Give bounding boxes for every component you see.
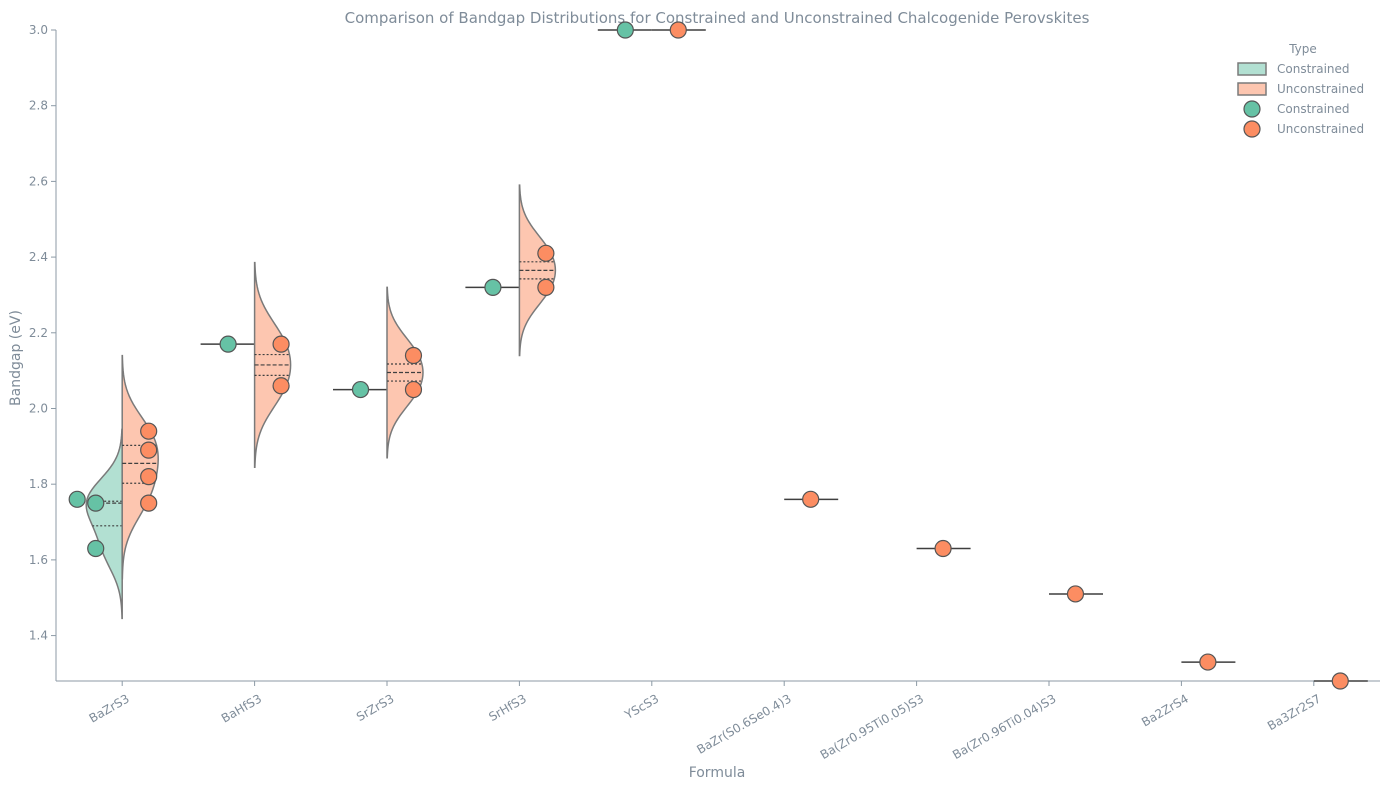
x-tick-label: SrZrS3 xyxy=(354,691,396,724)
data-point xyxy=(802,490,820,508)
x-tick-label: Ba2ZrS4 xyxy=(1139,691,1191,729)
legend-label: Unconstrained xyxy=(1277,82,1364,96)
data-point xyxy=(219,335,237,353)
y-tick-label: 2.6 xyxy=(29,174,48,188)
data-point xyxy=(272,377,290,395)
chart-title: Comparison of Bandgap Distributions for … xyxy=(345,9,1090,27)
data-point xyxy=(140,494,158,512)
y-tick-label: 2.4 xyxy=(29,250,48,264)
data-point xyxy=(404,346,423,365)
legend: Type Constrained Unconstrained Constrained U… xyxy=(1237,42,1364,138)
y-tick-label: 1.8 xyxy=(29,477,48,491)
legend-swatch xyxy=(1237,82,1267,96)
y-tick-label: 1.6 xyxy=(29,553,48,567)
data-point xyxy=(1066,585,1085,603)
y-tick-label: 2.0 xyxy=(29,401,48,415)
x-tick-label: BaZrS3 xyxy=(87,691,132,725)
data-point xyxy=(1199,653,1217,671)
data-point xyxy=(272,335,290,353)
y-tick-label: 2.8 xyxy=(29,99,48,113)
data-point xyxy=(87,539,105,558)
y-tick-label: 3.0 xyxy=(29,23,48,37)
plot-area: 1.4 1.6 1.8 2.0 2.2 2.4 2.6 2.8 3.0 BaZrS3 BaHfS3 S… xyxy=(29,21,1380,762)
data-point xyxy=(140,422,158,440)
legend-label: Constrained xyxy=(1277,62,1350,76)
data-point xyxy=(934,539,952,558)
y-axis-label: Bandgap (eV) xyxy=(8,310,24,406)
legend-swatch xyxy=(1237,62,1267,76)
data-point xyxy=(140,441,158,459)
x-tick-label: Ba(Zr0.95Ti0.05)S3 xyxy=(818,691,926,762)
data-point xyxy=(1331,672,1349,690)
x-tick-label: YScS3 xyxy=(622,691,662,722)
y-tick-label: 1.4 xyxy=(29,629,48,643)
data-point xyxy=(484,278,502,296)
data-point xyxy=(404,380,423,399)
y-tick-label: 2.2 xyxy=(29,326,48,340)
data-point xyxy=(87,494,105,512)
data-point xyxy=(68,490,86,508)
legend-marker xyxy=(1243,120,1261,138)
data-point xyxy=(616,21,634,39)
x-tick-label: Ba3Zr2S7 xyxy=(1265,691,1323,733)
legend-marker xyxy=(1243,100,1261,118)
data-point xyxy=(140,468,158,486)
legend-title: Type xyxy=(1288,42,1317,56)
violin-half xyxy=(121,354,159,580)
legend-label: Constrained xyxy=(1277,102,1350,116)
x-axis-label: Formula xyxy=(689,765,746,781)
data-point xyxy=(351,380,370,399)
x-tick-label: BaHfS3 xyxy=(219,691,264,725)
data-point xyxy=(669,21,687,39)
x-tick-label: Ba(Zr0.96Ti0.04)S3 xyxy=(950,691,1058,762)
legend-label: Unconstrained xyxy=(1277,122,1364,136)
data-point xyxy=(537,244,555,262)
violin-half xyxy=(85,428,123,620)
x-tick-label: SrHfS3 xyxy=(486,691,529,724)
data-point xyxy=(537,278,555,296)
x-tick-label: BaZr(S0.6Se0.4)3 xyxy=(694,691,793,756)
